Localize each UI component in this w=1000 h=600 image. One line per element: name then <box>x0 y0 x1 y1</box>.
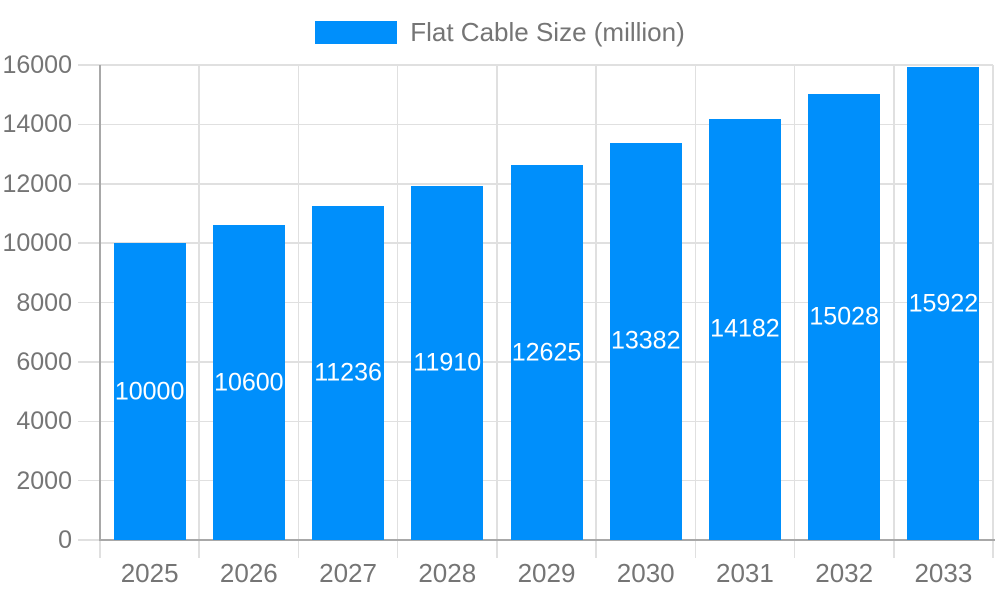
legend[interactable]: Flat Cable Size (million) <box>0 14 1000 50</box>
x-axis-label-2031: 2031 <box>716 558 774 588</box>
x-axis-label-2025: 2025 <box>120 558 179 588</box>
v-gridline-4 <box>496 65 498 558</box>
tick-y-0 <box>78 539 100 541</box>
v-gridline-1 <box>198 65 200 558</box>
x-axis-label-2028: 2028 <box>418 558 477 588</box>
y-axis-label-4000: 4000 <box>16 407 72 436</box>
y-axis-label-6000: 6000 <box>16 347 72 376</box>
bar-2032[interactable] <box>808 93 881 540</box>
v-gridline-9 <box>992 65 994 558</box>
bar-2026[interactable] <box>212 225 285 540</box>
v-gridline-6 <box>694 65 697 558</box>
y-axis-label-12000: 12000 <box>2 169 72 198</box>
bar-2030[interactable] <box>609 142 682 540</box>
legend-label: Flat Cable Size (million) <box>410 16 685 47</box>
y-axis-label-8000: 8000 <box>16 288 72 317</box>
bar-2033[interactable] <box>907 67 980 540</box>
x-axis-label-2027: 2027 <box>319 558 377 588</box>
y-axis-label-14000: 14000 <box>2 110 72 139</box>
legend-swatch <box>315 20 398 44</box>
y-axis-line <box>99 65 101 540</box>
x-axis-label-2032: 2032 <box>815 558 874 588</box>
bar-2031[interactable] <box>708 118 781 540</box>
bar-2028[interactable] <box>411 186 484 540</box>
v-gridline-7 <box>793 65 796 558</box>
y-axis-label-10000: 10000 <box>2 229 72 258</box>
y-axis-label-0: 0 <box>58 526 72 554</box>
x-axis-label-2029: 2029 <box>517 558 576 588</box>
gridline-y-14000 <box>78 123 993 126</box>
x-axis-label-2033: 2033 <box>914 558 973 588</box>
x-axis-label-2026: 2026 <box>219 558 278 588</box>
bar-2027[interactable] <box>312 206 385 540</box>
x-axis-label-2030: 2030 <box>616 558 675 588</box>
gridline-y-16000 <box>78 64 993 66</box>
y-axis-label-2000: 2000 <box>16 466 72 495</box>
v-gridline-2 <box>297 65 300 558</box>
x-axis-line <box>99 539 995 541</box>
v-gridline-5 <box>595 65 597 558</box>
v-gridline-3 <box>396 65 399 558</box>
v-gridline-8 <box>893 65 895 558</box>
bar-2029[interactable] <box>510 165 583 540</box>
y-axis-label-16000: 16000 <box>2 51 72 79</box>
bar-2025[interactable] <box>113 243 186 540</box>
